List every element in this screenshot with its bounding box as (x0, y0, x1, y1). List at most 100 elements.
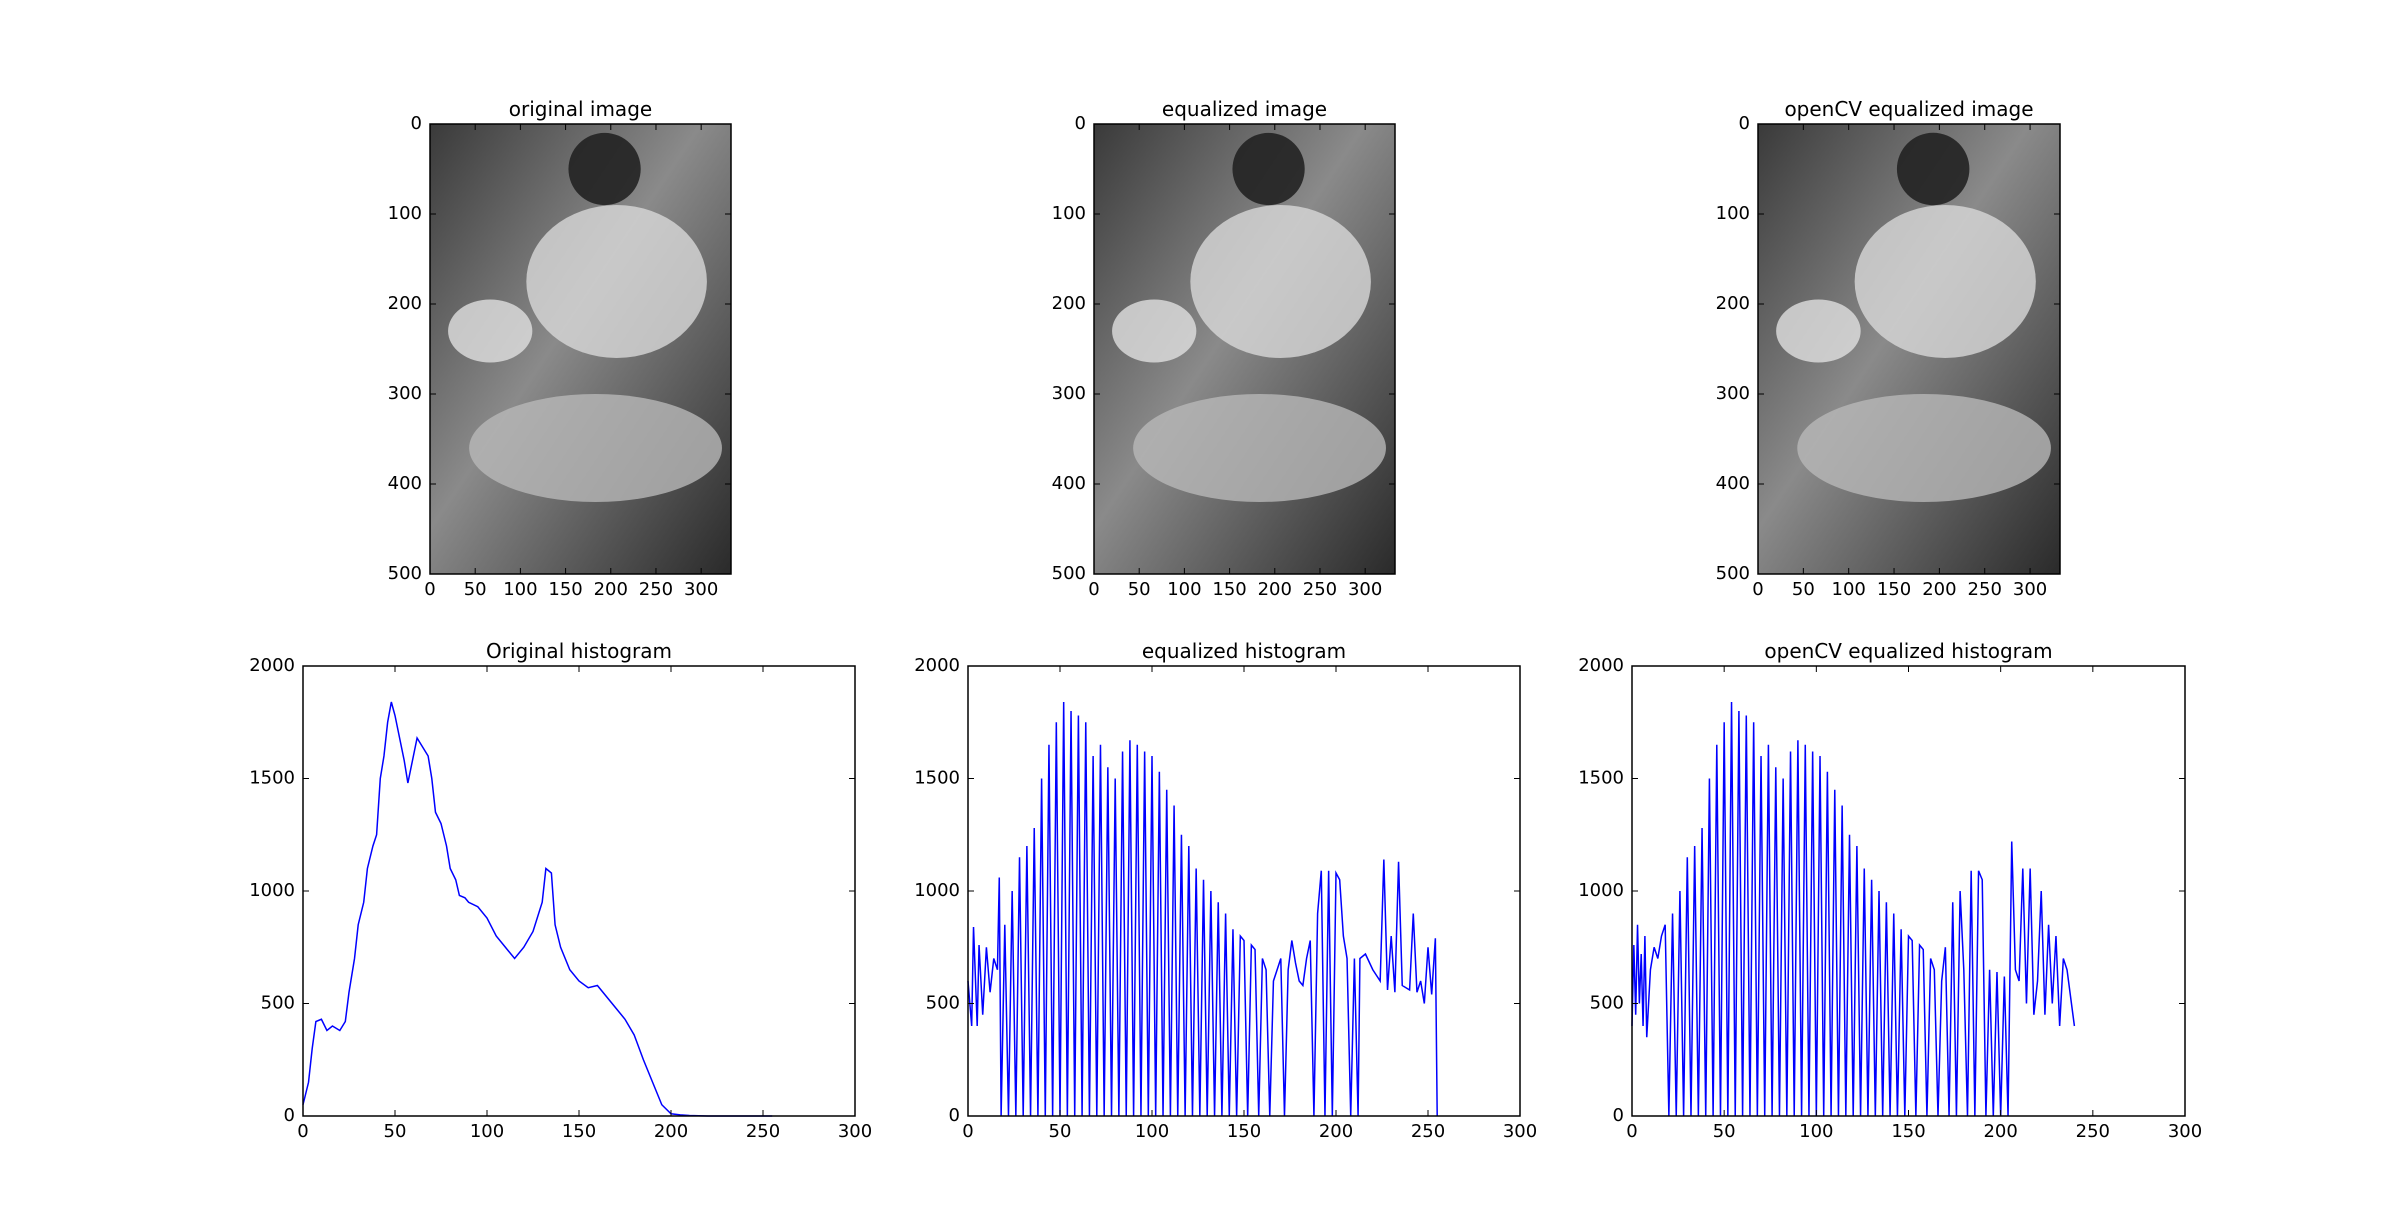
y-tick-label: 0 (1739, 113, 1750, 134)
image-shape (1133, 394, 1386, 502)
x-tick-label: 300 (838, 1121, 872, 1142)
x-tick-label: 300 (1348, 579, 1382, 600)
x-tick-label: 100 (1167, 579, 1201, 600)
y-tick-label: 1500 (1578, 768, 1624, 789)
x-tick-label: 50 (1713, 1121, 1736, 1142)
x-tick-label: 300 (1503, 1121, 1537, 1142)
image-shape (1854, 205, 2036, 358)
y-tick-label: 300 (1716, 383, 1750, 404)
x-tick-label: 250 (746, 1121, 780, 1142)
x-tick-label: 200 (654, 1121, 688, 1142)
x-tick-label: 200 (1319, 1121, 1353, 1142)
y-tick-label: 1000 (914, 880, 960, 901)
x-tick-label: 0 (297, 1121, 308, 1142)
y-tick-label: 1500 (249, 768, 295, 789)
image-shape (1797, 394, 2051, 502)
x-tick-label: 0 (424, 579, 435, 600)
chart-title: openCV equalized image (1784, 97, 2033, 121)
chart-title: equalized histogram (1142, 639, 1346, 663)
y-tick-label: 300 (1052, 383, 1086, 404)
chart-title: original image (509, 97, 652, 121)
x-tick-label: 0 (962, 1121, 973, 1142)
y-tick-label: 1000 (249, 880, 295, 901)
image-shape (526, 205, 707, 358)
image-shape (469, 394, 722, 502)
image-shape (1232, 132, 1305, 206)
x-tick-label: 100 (1135, 1121, 1169, 1142)
subplot: 0 50 100 150 200 250 300 0 500 1000 1500 2000 equali… (914, 639, 1537, 1142)
y-tick-label: 0 (1613, 1105, 1624, 1126)
x-tick-label: 300 (2168, 1121, 2202, 1142)
x-tick-label: 50 (1128, 579, 1151, 600)
y-tick-label: 400 (388, 473, 422, 494)
y-tick-label: 1000 (1578, 880, 1624, 901)
x-tick-label: 300 (684, 579, 718, 600)
x-tick-label: 100 (470, 1121, 504, 1142)
x-tick-label: 250 (2076, 1121, 2110, 1142)
subplot: 0 50 100 150 200 250 300 0 100 200 300 400 500 origin… (388, 97, 732, 600)
y-tick-label: 500 (261, 993, 295, 1014)
x-tick-label: 100 (1799, 1121, 1833, 1142)
x-tick-label: 150 (1877, 579, 1911, 600)
x-tick-label: 150 (562, 1121, 596, 1142)
x-tick-label: 50 (384, 1121, 407, 1142)
image-shape (1112, 299, 1197, 363)
y-tick-label: 500 (926, 993, 960, 1014)
y-tick-label: 0 (284, 1105, 295, 1126)
x-tick-label: 50 (1792, 579, 1815, 600)
subplot: 0 50 100 150 200 250 300 0 500 1000 1500 2000 openCV… (1578, 639, 2202, 1142)
y-tick-label: 100 (388, 203, 422, 224)
y-tick-label: 200 (1716, 293, 1750, 314)
image-shape (448, 299, 533, 363)
y-tick-label: 500 (1590, 993, 1624, 1014)
x-tick-label: 0 (1626, 1121, 1637, 1142)
x-tick-label: 200 (1983, 1121, 2017, 1142)
x-tick-label: 200 (1258, 579, 1292, 600)
x-tick-label: 250 (1968, 579, 2002, 600)
chart-title: equalized image (1162, 97, 1327, 121)
x-tick-label: 250 (1411, 1121, 1445, 1142)
image-shape (1190, 205, 1371, 358)
y-tick-label: 2000 (249, 655, 295, 676)
x-tick-label: 150 (1891, 1121, 1925, 1142)
x-tick-label: 250 (1303, 579, 1337, 600)
line (967, 701, 1438, 1117)
x-tick-label: 100 (503, 579, 537, 600)
chart-title: Original histogram (486, 639, 672, 663)
y-tick-label: 400 (1716, 473, 1750, 494)
y-tick-label: 500 (1716, 563, 1750, 584)
y-tick-label: 500 (388, 563, 422, 584)
y-tick-label: 200 (388, 293, 422, 314)
y-tick-label: 400 (1052, 473, 1086, 494)
x-tick-label: 50 (1049, 1121, 1072, 1142)
y-tick-label: 500 (1052, 563, 1086, 584)
x-tick-label: 0 (1752, 579, 1763, 600)
x-tick-label: 150 (1227, 1121, 1261, 1142)
x-tick-label: 0 (1088, 579, 1099, 600)
y-tick-label: 100 (1716, 203, 1750, 224)
line (1631, 701, 2076, 1117)
x-tick-label: 200 (594, 579, 628, 600)
x-tick-label: 250 (639, 579, 673, 600)
y-tick-label: 1500 (914, 768, 960, 789)
y-tick-label: 0 (949, 1105, 960, 1126)
axes-frame (1093, 123, 1396, 575)
image-shape (1896, 132, 1970, 206)
y-tick-label: 0 (411, 113, 422, 134)
y-tick-label: 2000 (1578, 655, 1624, 676)
y-tick-label: 200 (1052, 293, 1086, 314)
image-shape (568, 132, 641, 206)
subplot: 0 50 100 150 200 250 300 0 500 1000 1500 2000 Origin… (249, 639, 872, 1142)
x-tick-label: 50 (464, 579, 487, 600)
axes-frame (1757, 123, 2061, 575)
x-tick-label: 150 (548, 579, 582, 600)
x-tick-label: 200 (1922, 579, 1956, 600)
x-tick-label: 150 (1212, 579, 1246, 600)
subplot: 0 50 100 150 200 250 300 0 100 200 300 400 500 openCV… (1716, 97, 2061, 600)
axes-frame (429, 123, 732, 575)
x-tick-label: 300 (2013, 579, 2047, 600)
y-tick-label: 2000 (914, 655, 960, 676)
y-tick-label: 300 (388, 383, 422, 404)
